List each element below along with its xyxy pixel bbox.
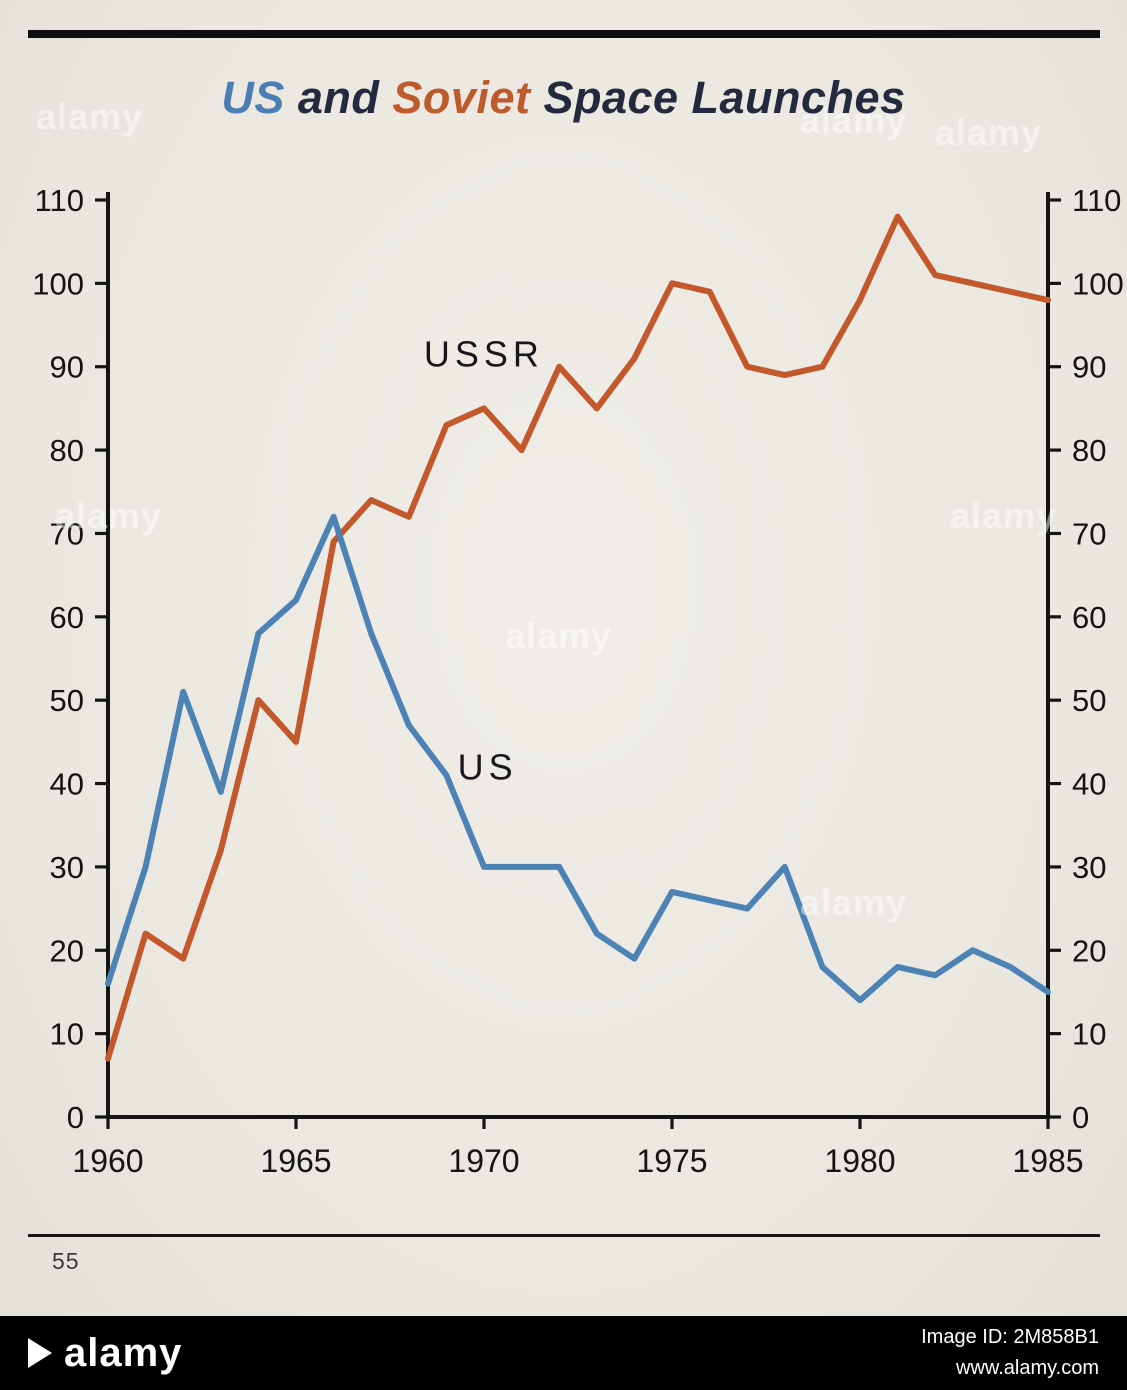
y-tick-label-left: 30 — [50, 850, 84, 885]
y-tick-label-right: 0 — [1072, 1100, 1089, 1135]
x-tick-label: 1965 — [260, 1143, 331, 1179]
page-number: 55 — [52, 1248, 80, 1274]
bottom-rule — [28, 1234, 1100, 1237]
footer-info: Image ID: 2M858B1 www.alamy.com — [921, 1322, 1099, 1384]
x-tick-label: 1980 — [824, 1143, 895, 1179]
alamy-watermark: alamy — [935, 112, 1043, 153]
image-id: Image ID: 2M858B1 — [921, 1326, 1099, 1348]
y-tick-label-left: 70 — [50, 516, 84, 551]
alamy-watermark: alamy — [55, 495, 163, 536]
ussr-series-label: USSR — [424, 334, 544, 375]
us-series-label: US — [458, 746, 518, 787]
y-tick-label-right: 30 — [1072, 850, 1106, 885]
alamy-logo-icon — [28, 1338, 52, 1368]
x-tick-label: 1970 — [448, 1143, 519, 1179]
us-line — [105, 513, 1051, 1004]
y-tick-label-left: 80 — [50, 433, 84, 468]
title-soviet: Soviet — [392, 72, 531, 123]
alamy-logo-text: alamy — [64, 1331, 183, 1375]
title-and: and — [284, 72, 393, 123]
y-tick-label-right: 100 — [1072, 266, 1124, 301]
axes — [106, 192, 1050, 1119]
alamy-logo: alamy — [28, 1333, 182, 1373]
y-tick-label-left: 0 — [67, 1100, 84, 1135]
title-us: US — [221, 72, 285, 123]
y-tick-label-left: 60 — [50, 600, 84, 635]
alamy-watermark: alamy — [950, 495, 1058, 536]
y-tick-label-left: 50 — [50, 683, 84, 718]
alamy-url: www.alamy.com — [956, 1357, 1099, 1379]
alamy-watermark: alamy — [800, 882, 908, 923]
y-tick-label-left: 110 — [35, 183, 84, 218]
top-rule — [28, 30, 1100, 38]
y-tick-label-right: 80 — [1072, 433, 1106, 468]
y-tick-label-left: 40 — [50, 767, 84, 802]
alamy-watermark: alamy — [36, 96, 144, 137]
y-tick-label-right: 90 — [1072, 350, 1106, 385]
y-tick-label-left: 10 — [50, 1017, 84, 1052]
y-tick-label-right: 110 — [1072, 183, 1121, 218]
x-tick-label: 1960 — [72, 1143, 143, 1179]
y-tick-label-right: 50 — [1072, 683, 1106, 718]
y-tick-label-right: 60 — [1072, 600, 1106, 635]
ussr-line — [105, 213, 1051, 1062]
y-tick-label-left: 100 — [32, 266, 84, 301]
y-tick-label-left: 20 — [50, 933, 84, 968]
alamy-watermark: alamy — [800, 100, 908, 141]
y-tick-label-right: 40 — [1072, 767, 1106, 802]
title-rest: Space Launches — [530, 72, 906, 123]
alamy-watermark: alamy — [505, 615, 613, 656]
y-tick-label-left: 90 — [50, 350, 84, 385]
page-title: US and Soviet Space Launches — [0, 72, 1127, 124]
x-tick-label: 1975 — [636, 1143, 707, 1179]
x-tick-label: 1985 — [1012, 1143, 1083, 1179]
footer-bar: alamy Image ID: 2M858B1 www.alamy.com — [0, 1316, 1127, 1390]
y-tick-label-right: 70 — [1072, 516, 1106, 551]
y-tick-label-right: 10 — [1072, 1017, 1106, 1052]
y-tick-label-right: 20 — [1072, 933, 1106, 968]
